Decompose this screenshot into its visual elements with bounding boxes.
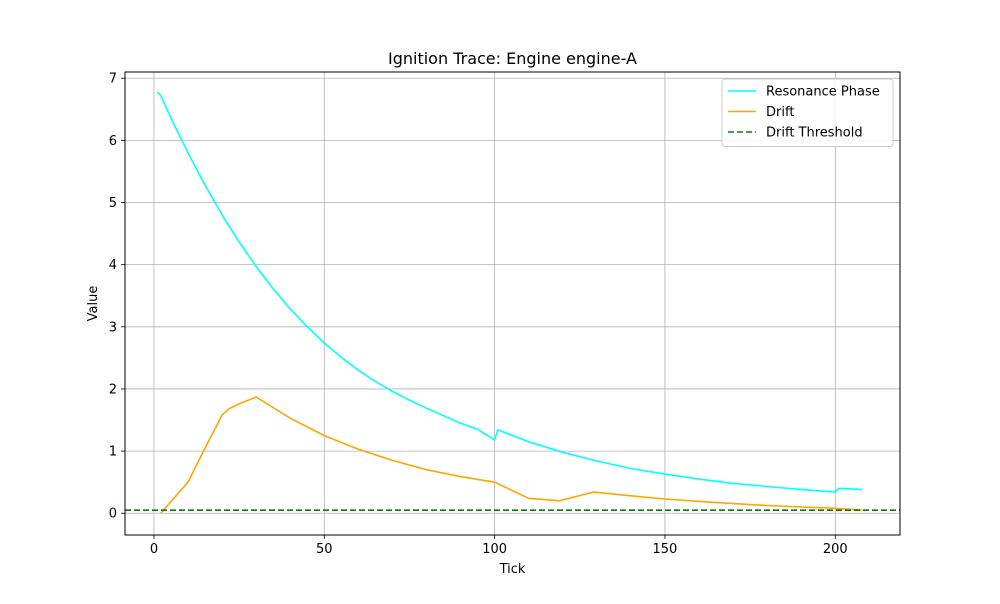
x-tick-label: 100: [482, 542, 507, 557]
y-tick-label: 4: [109, 258, 117, 273]
x-tick-label: 150: [653, 542, 678, 557]
y-tick-label: 6: [109, 134, 117, 149]
drift-line: [160, 396, 863, 514]
plot-frame: [124, 71, 901, 536]
y-tick-label: 2: [109, 382, 117, 397]
legend-box: [721, 78, 894, 147]
y-tick-label: 7: [109, 72, 117, 87]
grid: [125, 72, 900, 535]
resonance-phase-line: [156, 91, 863, 493]
y-axis-label: Value: [86, 286, 101, 322]
y-tick-label: 5: [109, 196, 117, 211]
legend-label-drift: Drift: [766, 105, 794, 120]
y-tick-label: 1: [109, 445, 117, 460]
y-tick-label: 0: [109, 507, 117, 522]
x-axis-label: Tick: [499, 562, 526, 577]
chart-title: Ignition Trace: Engine engine-A: [388, 49, 637, 68]
axes: 0 50 100 150 200 0 1 2 3 4 5 6 7: [109, 72, 848, 557]
plot-series: [125, 91, 900, 514]
legend-label-resonance-phase: Resonance Phase: [766, 85, 880, 100]
x-tick-label: 0: [150, 542, 158, 557]
legend-label-drift-threshold: Drift Threshold: [766, 126, 863, 141]
x-tick-label: 50: [316, 542, 333, 557]
legend: Resonance Phase Drift Drift Threshold: [721, 78, 894, 147]
y-tick-label: 3: [109, 320, 117, 335]
x-tick-label: 200: [823, 542, 848, 557]
